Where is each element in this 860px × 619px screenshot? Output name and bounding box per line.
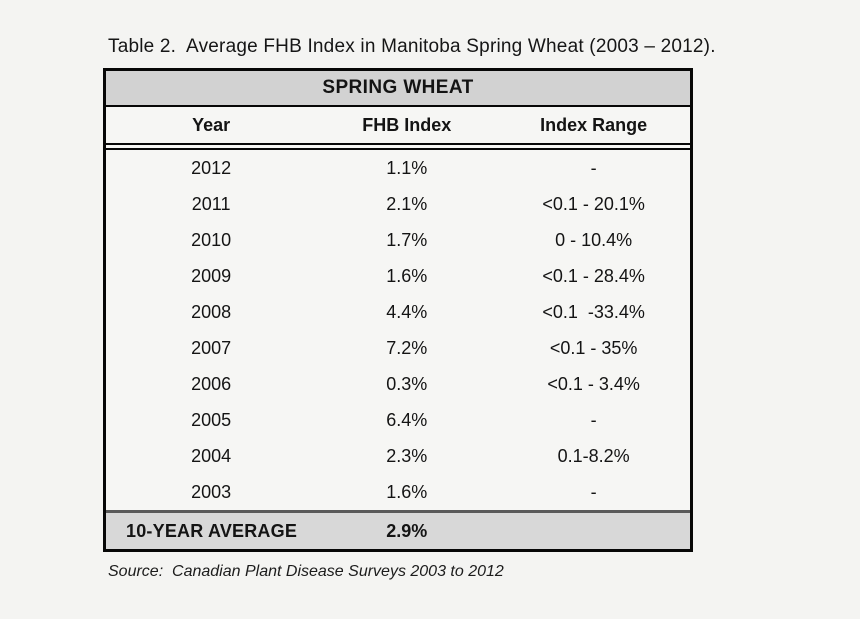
fhb-index-cell: 6.4%	[386, 409, 428, 430]
year-cell: 2006	[191, 373, 232, 394]
table-row: 2009 1.6% <0.1 - 28.4%	[106, 258, 690, 294]
year-cell: 2010	[191, 229, 232, 250]
index-range-cell: <0.1 -33.4%	[542, 301, 645, 322]
index-range-cell: -	[590, 409, 597, 430]
table-row: 2011 2.1% <0.1 - 20.1%	[106, 186, 690, 222]
index-range-cell: -	[590, 157, 597, 178]
table-row: 2004 2.3% 0.1-8.2%	[106, 438, 690, 474]
year-cell: 2008	[191, 301, 232, 322]
average-label: 10-YEAR AVERAGE	[126, 520, 298, 541]
table-row: 2012 1.1% -	[106, 150, 690, 186]
index-range-cell: <0.1 - 20.1%	[542, 193, 645, 214]
index-range-cell: 0.1-8.2%	[557, 445, 630, 466]
column-header-index-range: Index Range	[540, 114, 648, 135]
table-row: 2007 7.2% <0.1 - 35%	[106, 330, 690, 366]
column-header-row: Year FHB Index Index Range	[106, 107, 690, 145]
fhb-index-cell: 2.1%	[386, 193, 428, 214]
year-cell: 2007	[191, 337, 232, 358]
table-row: 2003 1.6% -	[106, 474, 690, 510]
year-cell: 2003	[191, 481, 232, 502]
table-caption: Table 2. Average FHB Index in Manitoba S…	[108, 36, 716, 57]
year-cell: 2012	[191, 157, 232, 178]
source-note: Source: Canadian Plant Disease Surveys 2…	[108, 563, 504, 580]
column-header-year: Year	[192, 114, 231, 135]
index-range-cell: <0.1 - 3.4%	[547, 373, 640, 394]
index-range-cell: -	[590, 481, 597, 502]
table-row: 2010 1.7% 0 - 10.4%	[106, 222, 690, 258]
table-header-band: SPRING WHEAT	[106, 71, 690, 107]
year-cell: 2004	[191, 445, 232, 466]
average-fhb-index: 2.9%	[386, 520, 428, 541]
index-range-cell: <0.1 - 35%	[549, 337, 638, 358]
fhb-index-cell: 4.4%	[386, 301, 428, 322]
fhb-index-cell: 7.2%	[386, 337, 428, 358]
double-rule-divider	[106, 145, 690, 150]
fhb-index-cell: 2.3%	[386, 445, 428, 466]
column-header-fhb-index: FHB Index	[362, 114, 452, 135]
index-range-cell: <0.1 - 28.4%	[542, 265, 645, 286]
table-row: 2005 6.4% -	[106, 402, 690, 438]
fhb-index-cell: 1.1%	[386, 157, 428, 178]
year-cell: 2009	[191, 265, 232, 286]
table-row: 2006 0.3% <0.1 - 3.4%	[106, 366, 690, 402]
fhb-index-cell: 1.7%	[386, 229, 428, 250]
index-range-cell: 0 - 10.4%	[555, 229, 633, 250]
average-summary-row: 10-YEAR AVERAGE 2.9%	[106, 510, 690, 549]
fhb-index-cell: 0.3%	[386, 373, 428, 394]
fhb-index-cell: 1.6%	[386, 481, 428, 502]
fhb-index-cell: 1.6%	[386, 265, 428, 286]
year-cell: 2005	[191, 409, 232, 430]
year-cell: 2011	[191, 193, 231, 214]
fhb-index-table: SPRING WHEAT Year FHB Index Index Range …	[103, 68, 693, 552]
table-row: 2008 4.4% <0.1 -33.4%	[106, 294, 690, 330]
